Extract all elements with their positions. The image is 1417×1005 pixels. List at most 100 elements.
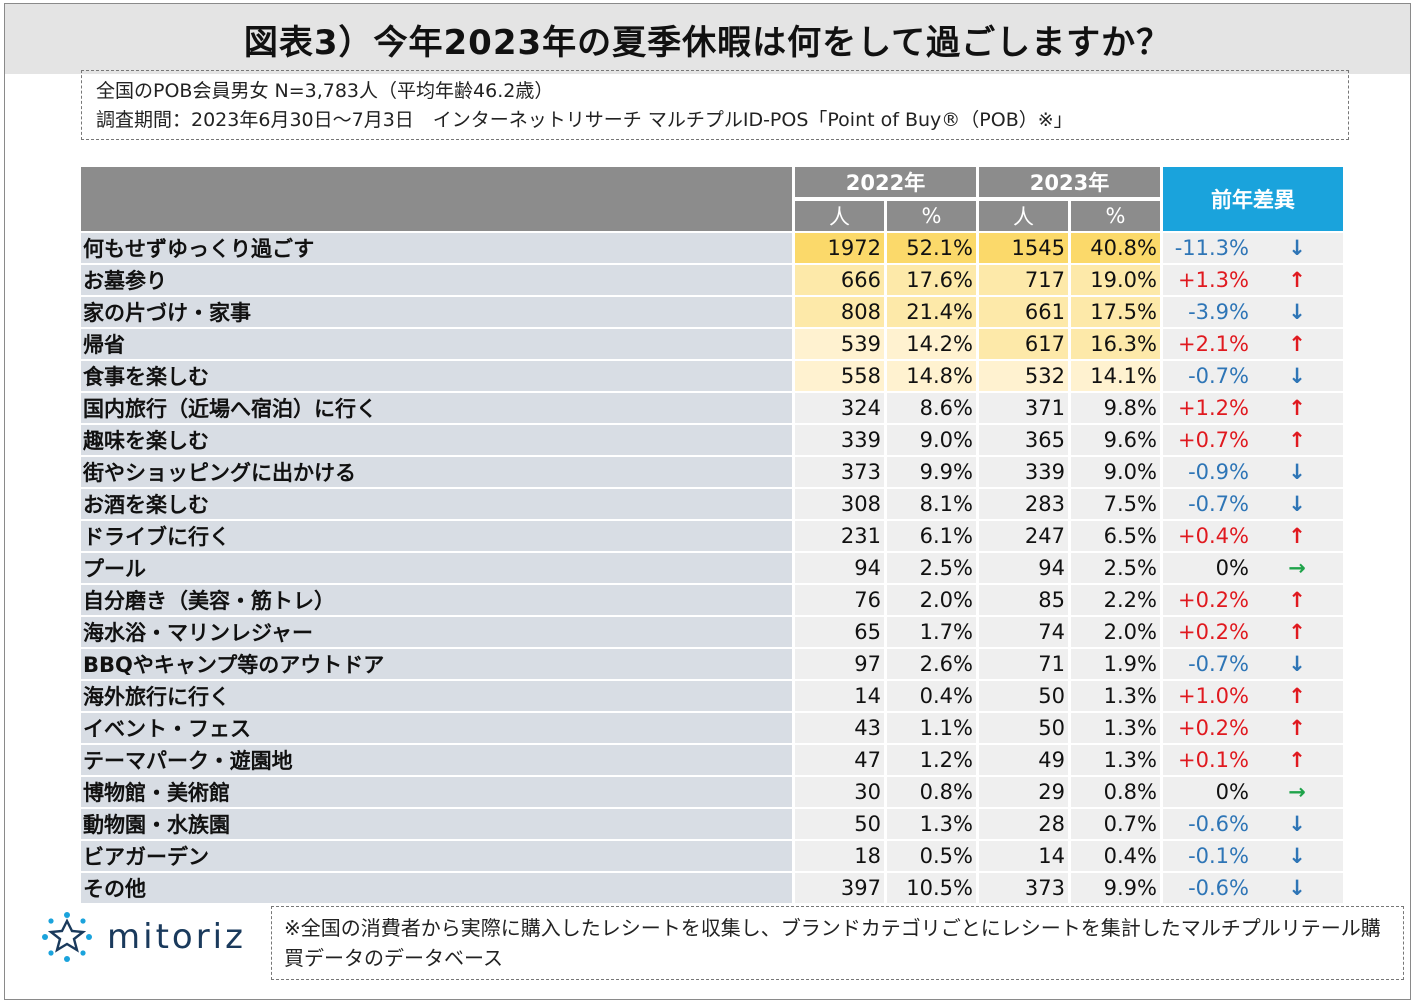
diff-value: +1.3% [1160,265,1251,297]
diff-arrow-icon: ↑ [1251,713,1343,745]
diff-value: -0.6% [1160,809,1251,841]
percent-2022: 10.5% [884,873,976,905]
percent-2022: 2.6% [884,649,976,681]
people-2022: 47 [792,745,884,777]
percent-2023: 0.4% [1068,841,1160,873]
percent-2022: 1.7% [884,617,976,649]
table-row: 海水浴・マリンレジャー 65 1.7% 74 2.0% +0.2% ↑ [81,617,1343,649]
percent-2022: 6.1% [884,521,976,553]
diff-arrow-icon: ↓ [1251,297,1343,329]
percent-2023: 2.2% [1068,585,1160,617]
percent-2023: 16.3% [1068,329,1160,361]
diff-value: 0% [1160,553,1251,585]
people-2023: 247 [976,521,1068,553]
people-2023: 50 [976,681,1068,713]
people-2023: 717 [976,265,1068,297]
row-label: 家の片づけ・家事 [81,297,792,329]
people-2022: 50 [792,809,884,841]
percent-2022: 0.8% [884,777,976,809]
people-2023: 532 [976,361,1068,393]
row-label: 博物館・美術館 [81,777,792,809]
header-diff: 前年差異 [1160,167,1343,233]
people-2022: 18 [792,841,884,873]
row-label: 自分磨き（美容・筋トレ） [81,585,792,617]
row-label: イベント・フェス [81,713,792,745]
survey-info-line2: 調査期間：2023年6月30日～7月3日 インターネットリサーチ マルチプルID… [96,109,1073,131]
table-row: ドライブに行く 231 6.1% 247 6.5% +0.4% ↑ [81,521,1343,553]
percent-2023: 0.8% [1068,777,1160,809]
diff-arrow-icon: ↓ [1251,233,1343,265]
row-label: 趣味を楽しむ [81,425,792,457]
table-row: 家の片づけ・家事 808 21.4% 661 17.5% -3.9% ↓ [81,297,1343,329]
percent-2022: 0.5% [884,841,976,873]
people-2022: 65 [792,617,884,649]
figure-frame: 図表3）今年2023年の夏季休暇は何をして過ごしますか？ 全国のPOB会員男女 … [4,3,1411,1000]
people-2023: 661 [976,297,1068,329]
people-2022: 373 [792,457,884,489]
diff-value: 0% [1160,777,1251,809]
percent-2023: 1.3% [1068,745,1160,777]
survey-info-line1: 全国のPOB会員男女 N=3,783人（平均年齢46.2歳） [96,80,554,102]
diff-value: +1.2% [1160,393,1251,425]
diff-arrow-icon: ↑ [1251,265,1343,297]
percent-2023: 2.5% [1068,553,1160,585]
percent-2022: 0.4% [884,681,976,713]
table-row: 海外旅行に行く 14 0.4% 50 1.3% +1.0% ↑ [81,681,1343,713]
people-2023: 85 [976,585,1068,617]
diff-arrow-icon: ↓ [1251,809,1343,841]
people-2023: 50 [976,713,1068,745]
percent-2022: 2.5% [884,553,976,585]
diff-arrow-icon: ↓ [1251,489,1343,521]
people-2022: 30 [792,777,884,809]
percent-2023: 1.9% [1068,649,1160,681]
row-label: 国内旅行（近場へ宿泊）に行く [81,393,792,425]
people-2022: 339 [792,425,884,457]
people-2023: 1545 [976,233,1068,265]
row-label: テーマパーク・遊園地 [81,745,792,777]
people-2022: 43 [792,713,884,745]
people-2022: 397 [792,873,884,905]
table-row: お墓参り 666 17.6% 717 19.0% +1.3% ↑ [81,265,1343,297]
diff-value: +0.2% [1160,713,1251,745]
diff-value: +2.1% [1160,329,1251,361]
people-2023: 29 [976,777,1068,809]
row-label: お酒を楽しむ [81,489,792,521]
percent-2023: 19.0% [1068,265,1160,297]
table-row: 動物園・水族園 50 1.3% 28 0.7% -0.6% ↓ [81,809,1343,841]
diff-value: -0.9% [1160,457,1251,489]
people-2023: 49 [976,745,1068,777]
diff-arrow-icon: ↓ [1251,457,1343,489]
percent-2022: 1.3% [884,809,976,841]
table-row: お酒を楽しむ 308 8.1% 283 7.5% -0.7% ↓ [81,489,1343,521]
people-2022: 324 [792,393,884,425]
people-2022: 808 [792,297,884,329]
survey-info: 全国のPOB会員男女 N=3,783人（平均年齢46.2歳） 調査期間：2023… [81,70,1349,140]
people-2023: 283 [976,489,1068,521]
header-blank-cell [81,167,792,233]
table-row: 趣味を楽しむ 339 9.0% 365 9.6% +0.7% ↑ [81,425,1343,457]
row-label: お墓参り [81,265,792,297]
row-label: その他 [81,873,792,905]
percent-2022: 9.0% [884,425,976,457]
diff-arrow-icon: ↓ [1251,649,1343,681]
row-label: 街やショッピングに出かける [81,457,792,489]
table-row: 国内旅行（近場へ宿泊）に行く 324 8.6% 371 9.8% +1.2% ↑ [81,393,1343,425]
footnote: ※全国の消費者から実際に購入したレシートを収集し、ブランドカテゴリごとにレシート… [271,906,1404,980]
people-2023: 365 [976,425,1068,457]
row-label: プール [81,553,792,585]
percent-2023: 17.5% [1068,297,1160,329]
percent-2022: 1.1% [884,713,976,745]
people-2023: 617 [976,329,1068,361]
sparkle-logo-icon [42,912,92,962]
row-label: ビアガーデン [81,841,792,873]
table-row: ビアガーデン 18 0.5% 14 0.4% -0.1% ↓ [81,841,1343,873]
people-2023: 71 [976,649,1068,681]
percent-2023: 1.3% [1068,681,1160,713]
diff-value: -3.9% [1160,297,1251,329]
percent-2023: 0.7% [1068,809,1160,841]
row-label: 海水浴・マリンレジャー [81,617,792,649]
diff-arrow-icon: → [1251,777,1343,809]
diff-value: +1.0% [1160,681,1251,713]
diff-value: -0.6% [1160,873,1251,905]
row-label: 帰省 [81,329,792,361]
